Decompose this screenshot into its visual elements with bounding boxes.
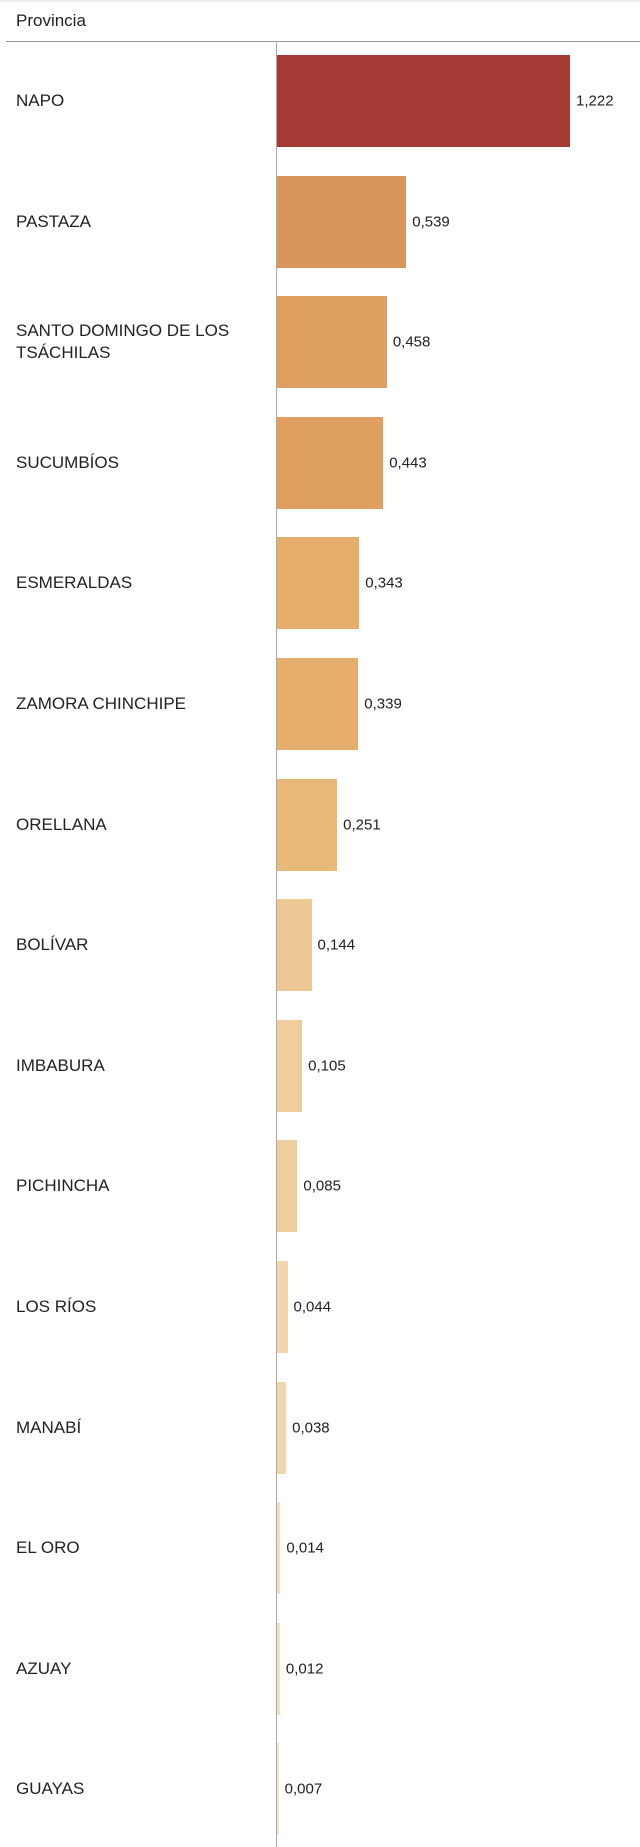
value-label: 0,458 xyxy=(392,333,431,351)
top-rule xyxy=(0,0,640,2)
value-label: 0,012 xyxy=(285,1660,324,1678)
bar xyxy=(277,55,570,147)
category-label: EL ORO xyxy=(16,1538,80,1558)
bar xyxy=(277,296,387,389)
bar xyxy=(277,1502,281,1595)
value-label: 0,007 xyxy=(284,1780,323,1798)
axis-line xyxy=(276,41,277,1847)
value-label: 0,105 xyxy=(308,1057,346,1075)
category-label: PASTAZA xyxy=(16,211,91,231)
bar xyxy=(277,1622,280,1715)
category-label: ESMERALDAS xyxy=(16,573,133,593)
bar xyxy=(277,1381,287,1474)
value-label: 0,044 xyxy=(293,1298,332,1316)
value-label: 0,014 xyxy=(286,1539,324,1557)
category-label: PICHINCHA xyxy=(16,1176,110,1196)
category-label: SANTO DOMINGO DE LOS TSÁCHILAS xyxy=(16,321,230,363)
bar xyxy=(277,1019,303,1112)
bar xyxy=(277,416,384,509)
header-rule xyxy=(6,41,640,42)
category-label: IMBABURA xyxy=(16,1055,105,1075)
value-label: 1,222 xyxy=(576,92,614,110)
value-label: 0,038 xyxy=(292,1419,330,1437)
category-label: SUCUMBÍOS xyxy=(16,452,119,472)
column-header: Provincia xyxy=(16,11,86,30)
bar xyxy=(277,537,360,630)
bar xyxy=(277,1743,279,1836)
bar xyxy=(277,658,359,750)
category-label: GUAYAS xyxy=(16,1779,85,1799)
bar xyxy=(277,1140,298,1233)
category-label: LOS RÍOS xyxy=(16,1297,97,1316)
bar xyxy=(277,778,338,871)
category-label: AZUAY xyxy=(16,1658,72,1678)
value-label: 0,144 xyxy=(317,936,356,954)
bar xyxy=(277,175,407,268)
value-label: 0,251 xyxy=(343,816,381,834)
category-label: ORELLANA xyxy=(16,814,107,834)
value-label: 0,085 xyxy=(303,1177,341,1195)
bar xyxy=(277,899,312,992)
value-label: 0,343 xyxy=(365,574,403,592)
category-label: MANABÍ xyxy=(16,1417,82,1437)
value-label: 0,539 xyxy=(412,213,450,231)
category-label: BOLÍVAR xyxy=(16,935,89,955)
category-label: ZAMORA CHINCHIPE xyxy=(16,694,187,713)
bar xyxy=(277,1261,288,1353)
category-label: NAPO xyxy=(16,91,65,110)
value-label: 0,443 xyxy=(389,454,427,472)
value-label: 0,339 xyxy=(364,695,402,713)
